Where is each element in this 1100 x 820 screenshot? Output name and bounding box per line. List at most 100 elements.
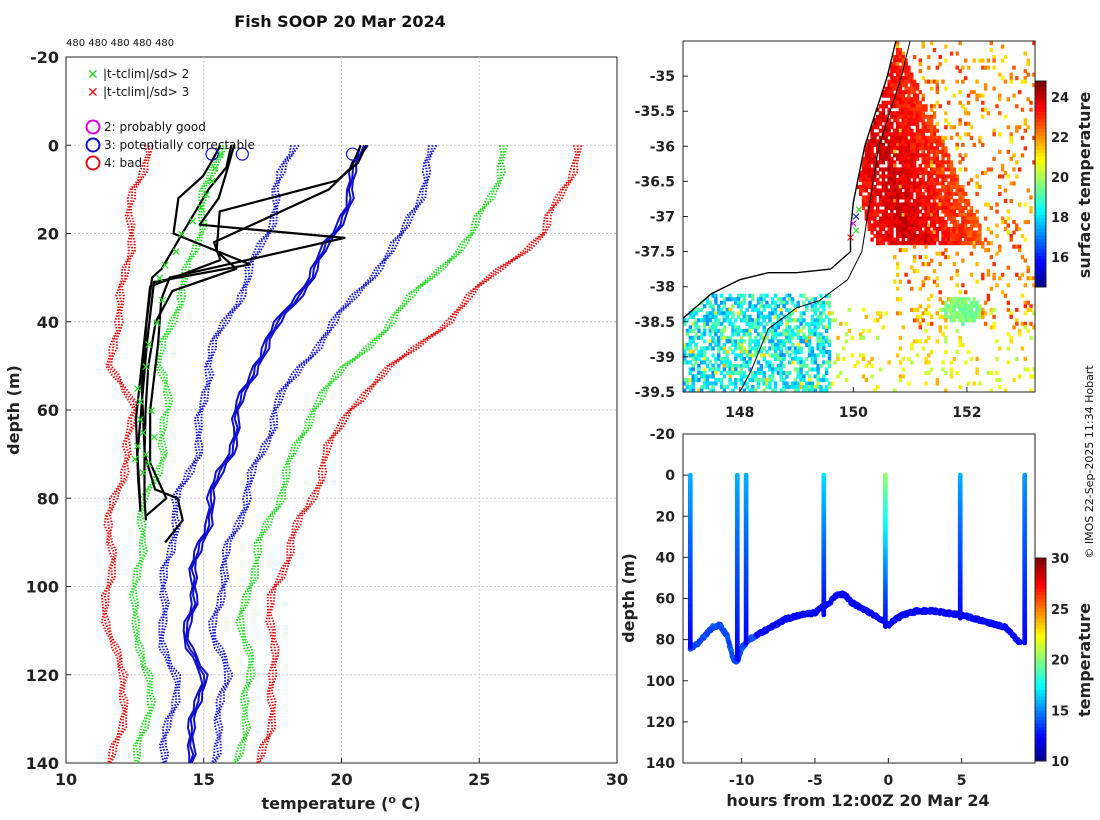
sst-cell [700, 388, 704, 393]
section-cast-point [687, 645, 693, 651]
sst-colorbar-seg [1035, 81, 1046, 85]
sst-cell [864, 156, 869, 161]
sst-cell [754, 318, 758, 323]
sst-cell [890, 142, 894, 147]
sst-cell [683, 346, 687, 351]
flag-green-point: ✕ [138, 426, 148, 440]
sst-cell [745, 328, 749, 333]
sst-cell [918, 184, 922, 189]
sst-cell [964, 241, 968, 246]
sst-cell [952, 174, 957, 179]
profile-line [145, 145, 346, 517]
sst-cell [893, 174, 897, 179]
sst-cell [745, 381, 749, 386]
sst-cell [975, 97, 979, 102]
sst-colorbar-seg [1035, 180, 1046, 185]
sst-cell [947, 184, 951, 189]
sst-cell [754, 339, 758, 344]
sst-cell [739, 370, 744, 375]
sst-cell [722, 349, 727, 354]
sst-cell [969, 220, 974, 225]
sst-cell [921, 184, 925, 189]
sst-cell [947, 234, 951, 239]
sst-cell [944, 184, 948, 189]
sst-cell [992, 156, 996, 161]
sst-cell [751, 374, 755, 379]
sst-cell [870, 195, 874, 200]
sst-cell [1003, 79, 1008, 84]
sst-cell [881, 114, 886, 119]
temperature-colorbar-seg [1035, 649, 1046, 654]
sst-cell [810, 385, 815, 390]
sst-cell [1018, 227, 1022, 232]
sst-cell [904, 188, 908, 193]
sst-cell [949, 170, 954, 175]
sst-cell [1029, 374, 1033, 379]
sst-cell [887, 153, 891, 158]
sst-cell [930, 41, 934, 46]
sst-cell [683, 378, 687, 383]
sst-cell [910, 170, 914, 175]
sst-cell [878, 149, 883, 154]
sst-cell [893, 181, 897, 186]
sst-cell [949, 276, 954, 281]
sst-cell [739, 318, 744, 323]
sst-cell [1009, 198, 1013, 203]
sst-cell [998, 93, 1002, 98]
sst-cell [685, 346, 690, 351]
sst-cell [762, 370, 766, 375]
sst-cell [683, 321, 687, 326]
temperature-colorbar-seg [1035, 683, 1046, 688]
sst-cell [890, 163, 894, 168]
sst-cell [807, 325, 812, 330]
sst-cell [711, 293, 715, 298]
sst-cell [813, 356, 817, 361]
temperature-colorbar-seg [1035, 632, 1046, 637]
sst-cell [930, 118, 934, 123]
sst-cell [790, 349, 795, 354]
sst-cell [748, 325, 752, 330]
sst-cell [873, 156, 877, 161]
sst-cell [1000, 290, 1005, 295]
sst-cell [952, 213, 957, 218]
sst-cell [930, 107, 934, 112]
sst-cell [898, 55, 903, 60]
sst-cell [927, 237, 931, 242]
sst-cell [782, 353, 786, 358]
sst-cell [930, 181, 934, 186]
sst-cell [935, 139, 939, 144]
sst-cell [890, 62, 894, 67]
sst-cell [952, 318, 957, 323]
sst-cell [1003, 388, 1008, 393]
sst-cell [969, 206, 974, 211]
sst-cell [938, 202, 942, 207]
qc-correctable-marker [345, 147, 360, 161]
temperature-colorbar-seg [1035, 706, 1046, 711]
sst-cell [876, 181, 880, 186]
sst-cell [870, 363, 874, 368]
sst-cell [904, 69, 908, 74]
sst-cell [964, 58, 968, 63]
sst-cell [898, 230, 903, 235]
sst-cell [912, 237, 917, 242]
sst-cell [881, 174, 886, 179]
sst-cell [944, 388, 948, 393]
sst-cell [995, 339, 999, 344]
sst-cell [966, 93, 971, 98]
sst-cell [901, 125, 905, 130]
sst-cell [878, 135, 883, 140]
sst-cell [859, 188, 863, 193]
sst-cell [762, 356, 766, 361]
sst-cell [864, 188, 869, 193]
sst-cell [702, 346, 707, 351]
sst-cell [722, 300, 727, 305]
sst-cell [731, 381, 735, 386]
sst-cell [745, 353, 749, 358]
sst-cell [958, 237, 962, 242]
sst-cell [739, 335, 744, 340]
sst-cell [839, 370, 843, 375]
sst-cell [776, 367, 781, 372]
sst-cell [983, 86, 988, 91]
sst-cell [895, 114, 900, 119]
sst-cell [782, 370, 786, 375]
